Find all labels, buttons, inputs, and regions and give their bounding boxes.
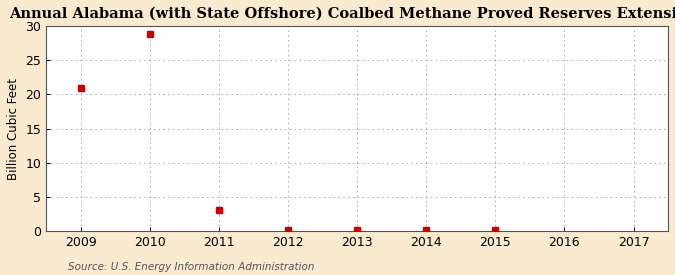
Y-axis label: Billion Cubic Feet: Billion Cubic Feet — [7, 78, 20, 180]
Title: Annual Alabama (with State Offshore) Coalbed Methane Proved Reserves Extensions: Annual Alabama (with State Offshore) Coa… — [9, 7, 675, 21]
Text: Source: U.S. Energy Information Administration: Source: U.S. Energy Information Administ… — [68, 262, 314, 272]
